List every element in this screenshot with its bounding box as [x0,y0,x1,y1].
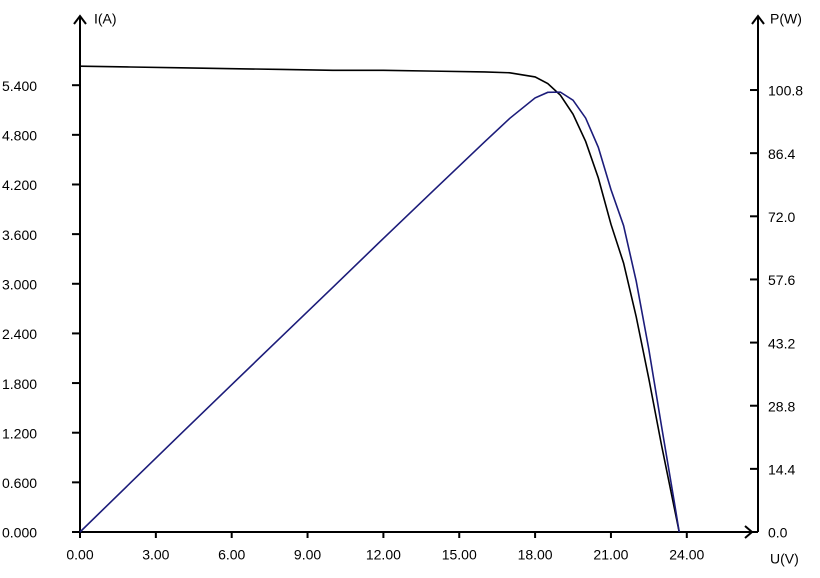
y2-tick-label: 86.4 [768,146,795,162]
y-tick-label: 1.800 [2,376,37,392]
y2-tick-label: 57.6 [768,272,795,288]
y2-tick-label: 28.8 [768,398,795,414]
y2-tick-label: 14.4 [768,462,795,478]
series-line [79,65,680,533]
y2-tick-label: 0.0 [768,525,788,541]
y-tick-label: 5.400 [2,78,37,94]
y-arrow [73,14,87,25]
y-tick-label: 3.000 [2,276,37,292]
x-axis-label: U(V) [770,551,799,567]
x-tick-label: 0.00 [66,547,93,563]
y2-arrow [751,14,765,25]
x-tick-label: 6.00 [218,547,245,563]
axes [73,14,765,539]
x-tick-label: 15.00 [442,547,477,563]
y-tick-label: 3.600 [2,227,37,243]
y-tick-label: 4.800 [2,128,37,144]
y-axis-label: I(A) [94,11,117,27]
y2-axis-label: P(W) [770,11,802,27]
x-tick-label: 18.00 [518,547,553,563]
y-tick-label: 0.000 [2,525,37,541]
y-tick-label: 1.200 [2,425,37,441]
y-tick-label: 4.200 [2,177,37,193]
series-line [79,91,680,533]
y-tick-label: 2.400 [2,326,37,342]
x-tick-label: 12.00 [366,547,401,563]
x-tick-label: 24.00 [669,547,704,563]
x-tick-label: 3.00 [142,547,169,563]
y-tick-label: 0.600 [2,475,37,491]
y2-tick-label: 100.8 [768,83,803,99]
y2-tick-label: 43.2 [768,335,795,351]
x-tick-label: 9.00 [294,547,321,563]
x-tick-label: 21.00 [593,547,628,563]
y2-tick-label: 72.0 [768,209,795,225]
